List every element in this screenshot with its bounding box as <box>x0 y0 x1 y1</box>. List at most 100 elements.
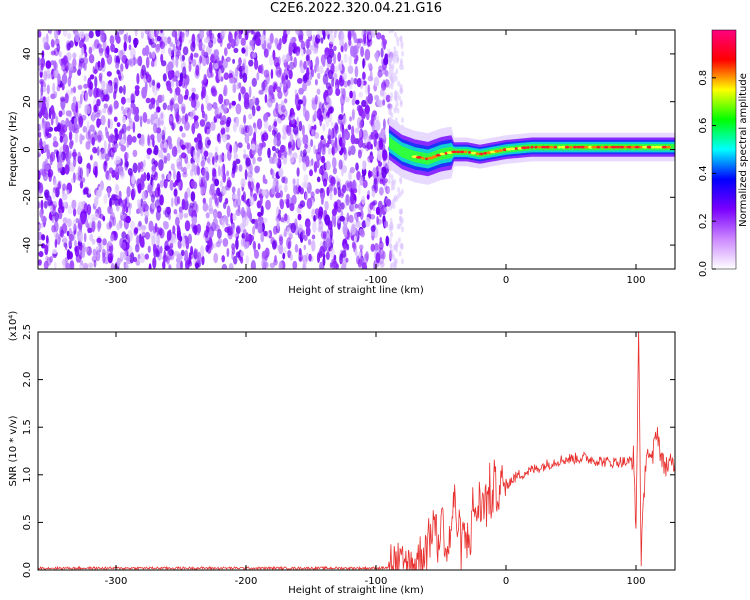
noise-speckle <box>98 72 103 82</box>
noise-speckle <box>390 231 393 238</box>
noise-speckle <box>392 77 396 84</box>
noise-speckle <box>340 202 345 210</box>
noise-speckle <box>248 59 254 67</box>
noise-speckle <box>335 88 341 97</box>
noise-speckle <box>136 208 140 215</box>
noise-speckle <box>52 188 56 200</box>
noise-speckle <box>233 143 237 155</box>
noise-speckle <box>339 253 343 265</box>
noise-speckle <box>361 167 367 177</box>
noise-speckle <box>304 144 308 149</box>
noise-speckle <box>308 253 312 262</box>
noise-speckle <box>156 35 161 42</box>
noise-speckle <box>188 251 195 260</box>
colorbar-tick-label: 0.8 <box>698 70 709 86</box>
band-hotspot <box>560 145 566 149</box>
noise-speckle <box>233 153 238 161</box>
noise-speckle <box>73 117 78 127</box>
noise-speckle <box>38 201 41 209</box>
noise-speckle <box>89 81 94 91</box>
noise-speckle <box>38 180 41 191</box>
noise-speckle <box>277 43 282 51</box>
noise-speckle <box>387 59 391 66</box>
noise-speckle <box>247 171 253 178</box>
noise-speckle <box>282 80 287 91</box>
noise-speckle <box>356 77 362 88</box>
noise-speckle <box>315 56 320 68</box>
noise-speckle <box>282 252 286 260</box>
noise-speckle <box>70 87 74 94</box>
noise-speckle <box>218 60 223 69</box>
noise-speckle <box>286 30 291 35</box>
noise-speckle <box>139 176 145 186</box>
noise-speckle <box>210 121 216 131</box>
noise-speckle <box>197 251 202 264</box>
noise-speckle <box>40 85 44 96</box>
noise-speckle <box>122 115 126 124</box>
noise-speckle <box>393 179 397 186</box>
noise-speckle <box>79 93 83 105</box>
noise-speckle <box>286 125 292 136</box>
noise-speckle <box>260 34 265 45</box>
noise-speckle <box>209 183 215 193</box>
noise-speckle <box>219 180 223 188</box>
noise-speckle <box>330 128 334 141</box>
noise-speckle <box>175 56 179 68</box>
noise-speckle <box>254 58 259 70</box>
noise-speckle <box>183 94 189 100</box>
noise-speckle <box>344 216 348 226</box>
noise-speckle <box>236 226 241 234</box>
noise-speckle <box>119 170 126 180</box>
noise-speckle <box>126 140 130 148</box>
noise-speckle <box>385 237 390 244</box>
noise-speckle <box>267 42 272 50</box>
noise-speckle <box>304 218 311 229</box>
noise-speckle <box>145 73 152 83</box>
noise-speckle <box>383 118 386 130</box>
noise-speckle <box>305 192 309 200</box>
noise-speckle <box>269 32 274 44</box>
noise-speckle <box>363 253 369 265</box>
noise-speckle <box>390 174 394 181</box>
noise-speckle <box>214 178 220 187</box>
noise-speckle <box>121 241 127 250</box>
noise-speckle <box>243 58 247 67</box>
noise-speckle <box>312 47 319 55</box>
noise-speckle <box>321 103 325 114</box>
noise-speckle <box>393 244 397 251</box>
noise-speckle <box>319 188 324 194</box>
noise-speckle <box>233 255 238 265</box>
noise-speckle <box>290 114 295 125</box>
noise-speckle <box>377 71 383 77</box>
noise-speckle <box>244 31 249 41</box>
noise-speckle <box>240 206 245 218</box>
noise-speckle <box>99 48 104 56</box>
snr-y-scale-label: (x10⁴) <box>8 311 19 342</box>
noise-speckle <box>243 124 247 136</box>
noise-speckle <box>387 187 391 194</box>
noise-speckle <box>124 263 129 269</box>
noise-speckle <box>236 64 242 71</box>
noise-speckle <box>252 52 257 59</box>
noise-speckle <box>387 72 391 79</box>
noise-speckle <box>56 124 61 131</box>
noise-speckle <box>188 61 192 73</box>
band-hotspot <box>464 150 468 154</box>
noise-speckle <box>322 138 327 148</box>
noise-speckle <box>311 240 316 252</box>
noise-speckle <box>156 244 160 255</box>
noise-speckle <box>348 83 353 90</box>
noise-speckle <box>65 110 72 117</box>
noise-speckle <box>228 77 235 84</box>
noise-speckle <box>92 146 98 154</box>
noise-speckle <box>39 137 43 150</box>
noise-speckle <box>53 212 60 222</box>
noise-speckle <box>108 239 113 247</box>
noise-speckle <box>213 212 218 219</box>
noise-speckle <box>288 45 293 57</box>
noise-speckle <box>340 45 344 53</box>
noise-speckle <box>371 187 376 198</box>
noise-speckle <box>329 262 333 269</box>
snr-panel: -300 -200 -100 0 100 0.0 0.5 1.0 1.5 2.0 2.5 Heig… <box>8 311 676 596</box>
noise-speckle <box>96 146 100 156</box>
